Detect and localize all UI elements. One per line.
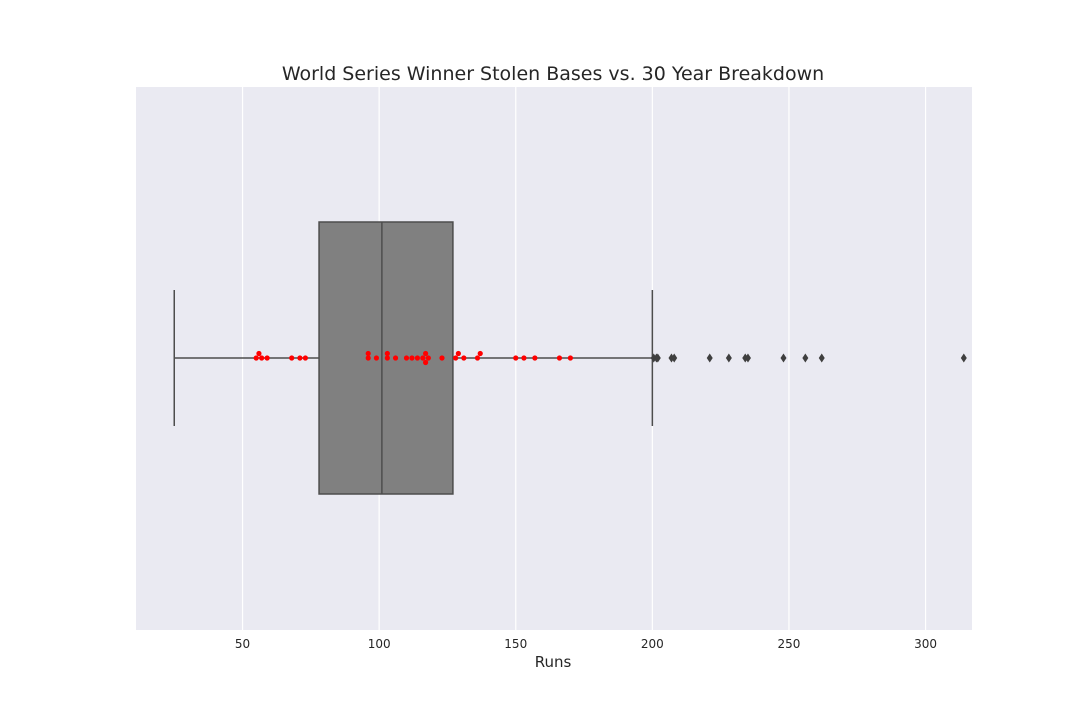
outlier-point <box>780 353 787 363</box>
data-point <box>289 355 295 361</box>
data-point <box>373 355 380 361</box>
data-point <box>422 359 429 366</box>
x-tick-label: 50 <box>235 637 250 651</box>
data-point <box>403 355 410 361</box>
x-tick-label: 150 <box>504 637 527 651</box>
data-point <box>256 350 262 357</box>
outlier-point <box>960 353 967 363</box>
outlier-point <box>744 353 751 363</box>
outlier-point <box>818 353 825 363</box>
x-tick-label: 300 <box>914 637 937 651</box>
data-point <box>474 355 481 361</box>
data-point <box>521 355 527 361</box>
data-point <box>567 355 573 361</box>
point-layer <box>253 350 573 366</box>
outlier-layer <box>650 353 967 363</box>
outlier-point <box>802 353 809 363</box>
data-point <box>259 355 265 361</box>
data-point <box>461 355 467 361</box>
data-point <box>264 355 270 361</box>
data-point <box>439 355 445 361</box>
x-axis-label: Runs <box>535 653 572 671</box>
x-tick-label: 200 <box>641 637 664 651</box>
data-point <box>384 355 390 361</box>
outlier-point <box>706 353 713 363</box>
data-point <box>409 355 415 361</box>
x-tick-label: 250 <box>778 637 801 651</box>
data-point <box>384 350 390 357</box>
outlier-point <box>671 353 678 363</box>
data-point <box>392 355 399 361</box>
outlier-point <box>654 353 661 363</box>
data-point <box>455 350 461 357</box>
data-point <box>453 355 459 361</box>
data-point <box>365 350 371 357</box>
x-tick-labels: 50 100 150 200 250 300 <box>235 637 937 651</box>
data-point <box>422 350 429 357</box>
x-tick-label: 100 <box>368 637 391 651</box>
data-point <box>477 350 483 357</box>
data-point <box>302 355 308 361</box>
outlier-point <box>725 353 732 363</box>
chart-title: World Series Winner Stolen Bases vs. 30 … <box>282 63 824 85</box>
data-point <box>414 355 420 361</box>
data-point <box>297 355 303 361</box>
data-point <box>513 355 519 361</box>
data-point <box>253 355 259 361</box>
data-point <box>425 355 431 361</box>
data-point <box>556 355 563 361</box>
data-point <box>420 355 426 361</box>
data-point <box>532 355 538 361</box>
data-point <box>365 355 371 361</box>
